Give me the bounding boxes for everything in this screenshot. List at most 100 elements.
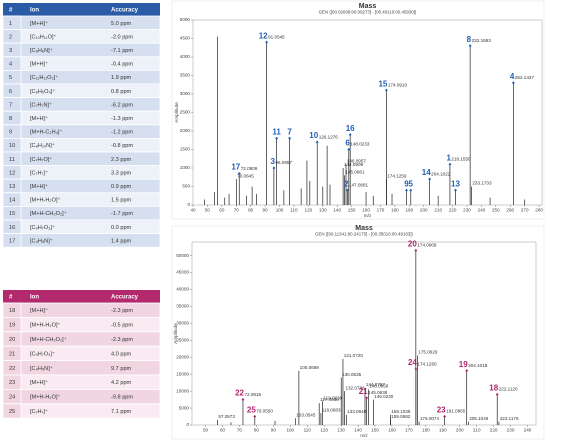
table-cell: 21 bbox=[9, 351, 15, 357]
chart-title: Mass bbox=[359, 3, 377, 10]
x-tick-label: 110 bbox=[290, 208, 298, 213]
x-tick-label: 220 bbox=[449, 208, 457, 213]
table-row bbox=[2, 388, 161, 405]
table-cell: 20 bbox=[9, 337, 15, 343]
table-cell: 11 bbox=[9, 157, 15, 163]
table-cell: 22 bbox=[9, 366, 15, 372]
table-index-cell bbox=[2, 233, 22, 248]
peak-id: 11 bbox=[272, 128, 281, 137]
table-header-cell: # bbox=[9, 8, 13, 14]
x-tick-label: 60 bbox=[220, 428, 226, 433]
table-row bbox=[2, 137, 161, 153]
x-tick-label: 50 bbox=[203, 428, 209, 433]
peak-label: 144.0797 bbox=[366, 382, 386, 387]
peak-marker bbox=[414, 248, 418, 253]
x-tick-label: 70 bbox=[234, 208, 240, 213]
table-row bbox=[2, 316, 161, 333]
y-axis-label: Amplitude bbox=[174, 102, 179, 123]
table-row bbox=[2, 124, 161, 139]
y-tick-label: 25000 bbox=[176, 337, 189, 342]
table-cell: 9.7 ppm bbox=[111, 366, 132, 372]
x-tick-label: 210 bbox=[473, 428, 481, 433]
peak-marker bbox=[237, 171, 241, 176]
table-cell: 18 bbox=[9, 308, 15, 314]
y-tick-label: 4500 bbox=[180, 36, 191, 41]
peak-label: 176.0074 bbox=[420, 416, 440, 421]
x-tick-label: 110 bbox=[304, 428, 312, 433]
x-tick-label: 70 bbox=[237, 428, 243, 433]
chart-title: Mass bbox=[355, 225, 373, 232]
table-cell: [C₇H₇]⁺ bbox=[30, 408, 48, 415]
x-tick-label: 130 bbox=[337, 428, 345, 433]
x-tick-label: 230 bbox=[463, 208, 471, 213]
table-cell: -9.8 ppm bbox=[111, 395, 133, 401]
peak-id: 19 bbox=[459, 360, 468, 369]
table-cell: 8 bbox=[9, 116, 12, 122]
table-row bbox=[2, 403, 161, 419]
peak-label: 159.1038 bbox=[391, 409, 411, 414]
peak-marker bbox=[428, 177, 432, 181]
peak-id: 16 bbox=[346, 124, 355, 133]
table-cell: -1.7 ppm bbox=[111, 211, 133, 217]
peak-id: 20 bbox=[408, 240, 417, 249]
x-tick-label: 250 bbox=[492, 208, 500, 213]
peak-id: 18 bbox=[489, 384, 498, 393]
table-row bbox=[2, 56, 161, 71]
table-cell: [M+H]⁺ bbox=[30, 379, 48, 386]
x-tick-label: 170 bbox=[377, 208, 385, 213]
y-tick-label: 0 bbox=[187, 202, 190, 207]
peak-marker bbox=[511, 81, 515, 85]
chart-subtitle: GEN ([00.11341:00.24175] - [00.35016:00.… bbox=[315, 232, 413, 237]
table-row bbox=[2, 219, 161, 235]
table-cell: 0.8 ppm bbox=[111, 89, 132, 95]
peak-marker bbox=[454, 188, 457, 192]
peak-id: 21 bbox=[359, 387, 368, 396]
x-axis-label: m/z bbox=[360, 433, 368, 438]
table-cell: 15 bbox=[9, 211, 15, 217]
peak-marker bbox=[448, 162, 452, 166]
x-tick-label: 190 bbox=[405, 208, 413, 213]
table-cell: [C₄H₅N]⁺ bbox=[30, 365, 53, 372]
y-tick-label: 2500 bbox=[180, 110, 191, 115]
peak-label: 105.0689 bbox=[300, 365, 320, 370]
table-cell: 1 bbox=[9, 21, 12, 27]
x-tick-label: 100 bbox=[276, 208, 284, 213]
peak-label: 91.0545 bbox=[268, 34, 285, 39]
table-row bbox=[2, 374, 161, 390]
table-cell: -6.2 ppm bbox=[111, 102, 133, 108]
peak-marker bbox=[348, 133, 352, 137]
y-tick-label: 40000 bbox=[176, 287, 189, 292]
table-cell: [C₆H₅O₄]⁺ bbox=[30, 88, 55, 95]
table-cell: -1.2 ppm bbox=[111, 130, 133, 136]
table-cell: -2.3 ppm bbox=[111, 308, 133, 314]
peak-marker bbox=[241, 397, 245, 402]
peak-label: 145.0638 bbox=[368, 390, 388, 395]
peak-marker bbox=[347, 147, 351, 152]
x-tick-label: 200 bbox=[456, 428, 464, 433]
table-header bbox=[3, 290, 160, 303]
peak-label: 70.0645 bbox=[237, 173, 254, 178]
table-row bbox=[2, 178, 161, 194]
peak-id: 4 bbox=[510, 72, 515, 81]
x-tick-label: 180 bbox=[391, 208, 399, 213]
x-tick-label: 170 bbox=[405, 428, 413, 433]
y-tick-label: 3000 bbox=[180, 91, 191, 96]
table-row bbox=[2, 331, 161, 347]
x-axis-label: m/z bbox=[364, 213, 372, 218]
table-cell: 12 bbox=[9, 170, 15, 176]
table-cell: 4 bbox=[9, 62, 12, 68]
table-header-cell: Accuracy bbox=[111, 295, 139, 301]
peak-label: 118.0683 bbox=[322, 407, 341, 412]
peak-label: 174.0910 bbox=[388, 83, 408, 88]
x-tick-label: 120 bbox=[305, 208, 313, 213]
table-index-cell bbox=[2, 403, 22, 419]
y-tick-label: 4000 bbox=[180, 54, 191, 59]
peak-label: 132.0786 bbox=[345, 385, 365, 390]
y-tick-label: 45000 bbox=[176, 270, 189, 275]
table-cell: [C₇H₇N]⁺ bbox=[30, 101, 52, 108]
peak-label: 145.0881 bbox=[345, 170, 365, 175]
peak-label: 144.0909 bbox=[344, 162, 364, 167]
table-row bbox=[2, 70, 161, 85]
table-cell: 23 bbox=[9, 380, 15, 386]
